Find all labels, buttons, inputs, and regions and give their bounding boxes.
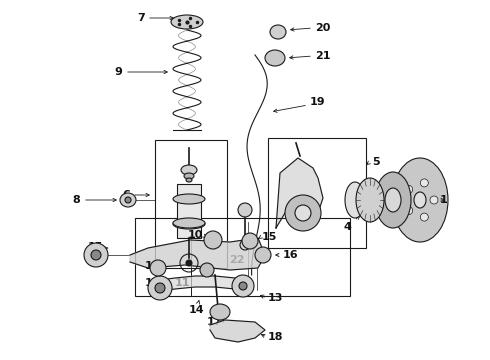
Text: 12: 12 xyxy=(144,278,160,288)
Ellipse shape xyxy=(239,282,247,290)
Polygon shape xyxy=(276,158,323,228)
Text: 15: 15 xyxy=(262,232,277,242)
Ellipse shape xyxy=(200,263,214,277)
Ellipse shape xyxy=(265,50,285,66)
Ellipse shape xyxy=(148,276,172,300)
Ellipse shape xyxy=(232,275,254,297)
Ellipse shape xyxy=(171,15,203,29)
Ellipse shape xyxy=(356,178,384,222)
Polygon shape xyxy=(160,276,243,291)
Text: 3: 3 xyxy=(358,208,366,218)
Text: 4: 4 xyxy=(343,222,351,232)
Text: 10: 10 xyxy=(188,230,203,240)
Ellipse shape xyxy=(414,192,426,208)
Ellipse shape xyxy=(255,247,271,263)
Ellipse shape xyxy=(392,158,448,242)
Ellipse shape xyxy=(430,196,438,204)
Ellipse shape xyxy=(375,172,411,228)
Ellipse shape xyxy=(420,213,428,221)
Text: 14: 14 xyxy=(188,305,204,315)
Ellipse shape xyxy=(173,194,205,204)
Text: 20: 20 xyxy=(315,23,330,33)
Ellipse shape xyxy=(186,178,192,182)
Bar xyxy=(177,184,201,238)
Ellipse shape xyxy=(150,260,166,276)
Text: 8: 8 xyxy=(72,195,80,205)
Ellipse shape xyxy=(238,203,252,217)
Text: 1: 1 xyxy=(440,195,448,205)
Text: 6: 6 xyxy=(122,190,130,200)
Text: 11: 11 xyxy=(174,278,190,288)
Text: 2: 2 xyxy=(391,208,399,218)
Ellipse shape xyxy=(204,231,222,249)
Ellipse shape xyxy=(345,182,365,218)
Text: 13: 13 xyxy=(268,293,283,303)
Text: 16: 16 xyxy=(145,261,160,271)
Text: 12: 12 xyxy=(237,278,253,288)
Ellipse shape xyxy=(285,195,321,231)
Ellipse shape xyxy=(385,188,401,212)
Ellipse shape xyxy=(405,185,413,193)
Ellipse shape xyxy=(186,260,192,266)
Ellipse shape xyxy=(120,193,136,207)
Bar xyxy=(155,140,227,268)
Ellipse shape xyxy=(91,250,101,260)
Text: 16: 16 xyxy=(283,250,298,260)
Ellipse shape xyxy=(181,165,197,175)
Text: 9: 9 xyxy=(114,67,122,77)
Ellipse shape xyxy=(184,173,194,179)
Bar xyxy=(268,138,366,248)
Polygon shape xyxy=(210,320,265,342)
Ellipse shape xyxy=(210,304,230,320)
Text: 19: 19 xyxy=(310,97,326,107)
Text: 7: 7 xyxy=(137,13,145,23)
Text: 5: 5 xyxy=(372,157,380,167)
Ellipse shape xyxy=(405,207,413,215)
Ellipse shape xyxy=(125,197,131,203)
Ellipse shape xyxy=(295,205,311,221)
Text: 15: 15 xyxy=(88,242,103,252)
Ellipse shape xyxy=(173,218,205,228)
Ellipse shape xyxy=(420,179,428,187)
Ellipse shape xyxy=(155,283,165,293)
Text: 22: 22 xyxy=(229,255,245,265)
Text: 17: 17 xyxy=(206,317,222,327)
Ellipse shape xyxy=(242,233,258,249)
Ellipse shape xyxy=(173,219,205,229)
Bar xyxy=(135,218,350,296)
Polygon shape xyxy=(130,238,265,270)
Ellipse shape xyxy=(270,25,286,39)
Text: 18: 18 xyxy=(268,332,284,342)
Ellipse shape xyxy=(84,243,108,267)
Text: 21: 21 xyxy=(315,51,330,61)
